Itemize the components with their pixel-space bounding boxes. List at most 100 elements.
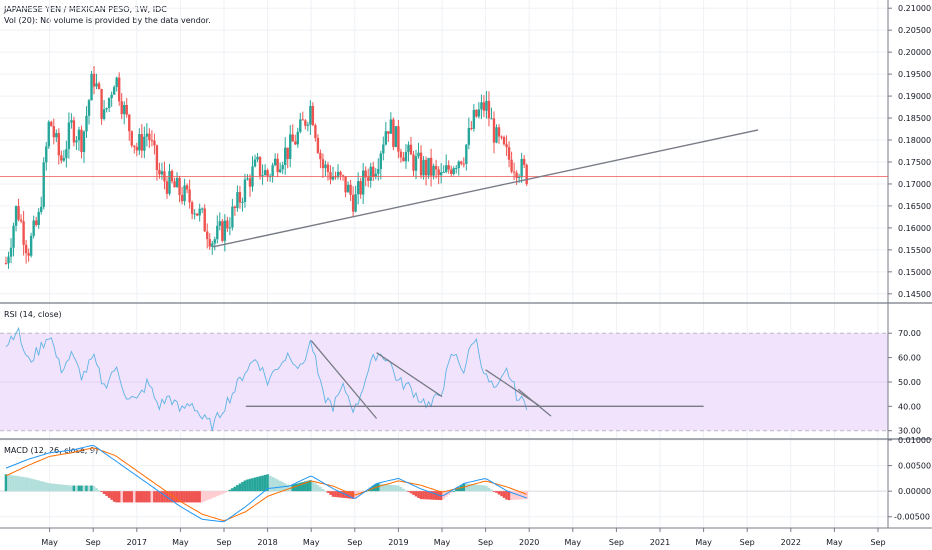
macd-histogram-bar: [306, 480, 310, 492]
candle: [515, 170, 518, 185]
candle-body: [349, 184, 352, 195]
candle: [326, 161, 330, 181]
candle-body: [271, 165, 274, 177]
candle: [452, 166, 455, 176]
candle-body: [377, 168, 380, 174]
macd-histogram-bar: [427, 491, 430, 500]
macd-histogram-bar: [389, 484, 393, 492]
macd-histogram-bar: [160, 491, 164, 503]
candle: [77, 126, 81, 151]
macd-histogram-bar: [258, 476, 262, 492]
candle: [128, 113, 131, 141]
candle: [286, 147, 289, 169]
candle-body: [82, 131, 86, 152]
candle-body: [487, 100, 491, 119]
candle: [384, 122, 388, 146]
candle-body: [382, 144, 385, 154]
candle: [213, 236, 216, 251]
candle-body: [160, 171, 164, 175]
candle-body: [45, 146, 48, 163]
candle-body: [304, 120, 307, 126]
candle-body: [517, 177, 521, 179]
candle-body: [480, 102, 483, 110]
macd-line: [5, 444, 527, 523]
candle-body: [34, 220, 38, 225]
candle-body: [14, 206, 18, 226]
time-tick-label: 2020: [519, 538, 539, 547]
candle-body: [344, 176, 347, 193]
macd-histogram-bar: [210, 491, 214, 499]
candle: [460, 160, 463, 166]
candle-body: [125, 104, 128, 115]
candle: [123, 101, 126, 125]
candle-body: [497, 127, 501, 137]
candle-body: [485, 100, 488, 111]
candle-body: [135, 146, 138, 151]
candle: [412, 150, 415, 177]
candle-body: [374, 173, 377, 177]
candle: [367, 168, 370, 188]
macd-histogram-bar: [485, 486, 488, 492]
candle-body: [359, 181, 362, 195]
time-tick-label: Sep: [609, 538, 624, 547]
candle: [429, 148, 433, 187]
candle-body: [67, 122, 71, 150]
candle: [263, 164, 267, 176]
candle-body: [399, 151, 403, 158]
macd-tick-label: 0.00500: [898, 462, 931, 471]
candle: [490, 107, 493, 120]
candle-body: [515, 172, 518, 179]
macd-histogram-bar: [175, 491, 179, 503]
price-tick-label: 0.18000: [898, 136, 931, 145]
price-tick-label: 0.17500: [898, 158, 931, 167]
candle-body: [143, 136, 146, 151]
candle: [397, 119, 400, 159]
candle-body: [57, 133, 61, 156]
macd-histogram-bar: [60, 484, 63, 492]
candle-body: [465, 144, 468, 164]
candle-body: [77, 129, 81, 141]
macd-title: MACD (12, 26, close, 9): [4, 446, 99, 455]
macd-histogram-bar: [125, 491, 129, 503]
candle-body: [130, 131, 133, 146]
candle: [95, 73, 98, 90]
candle-body: [284, 147, 287, 166]
candle-body: [412, 154, 415, 171]
macd-histogram-bar: [251, 478, 254, 492]
macd-histogram-bar: [311, 481, 315, 492]
candle-body: [356, 181, 360, 195]
candle-body: [379, 153, 382, 169]
candle-body: [70, 120, 73, 123]
macd-histogram-bar: [153, 491, 156, 503]
candle: [522, 155, 526, 169]
macd-histogram-bar: [115, 491, 118, 503]
candle: [125, 97, 128, 118]
candle-body: [60, 155, 63, 161]
candle: [150, 130, 154, 147]
candle: [422, 156, 425, 180]
candle-body: [206, 231, 209, 240]
macd-histogram-bar: [500, 491, 503, 497]
candle-body: [482, 102, 486, 111]
candle: [520, 152, 523, 183]
macd-histogram-bar: [85, 485, 88, 492]
candle: [268, 173, 272, 182]
time-tick-label: May: [695, 538, 712, 547]
candle-body: [460, 161, 463, 164]
candle-body: [447, 165, 450, 170]
candle-body: [467, 128, 471, 145]
candle: [407, 141, 410, 162]
candle: [52, 118, 55, 145]
price-trend-line: [0, 129, 888, 248]
candle-body: [455, 168, 458, 170]
candle-body: [52, 126, 55, 138]
price-tick-label: 0.14500: [898, 290, 931, 299]
macd-histogram-bar: [472, 484, 476, 492]
candle-body: [29, 235, 33, 256]
y-axis: 0.21000 0.20500 0.20000 0.19500 0.19000 0.185…: [888, 4, 931, 522]
candle-body: [477, 109, 481, 117]
macd-histogram-bar: [241, 481, 244, 492]
candle: [276, 153, 279, 178]
price-tick-label: 0.21000: [898, 4, 931, 13]
